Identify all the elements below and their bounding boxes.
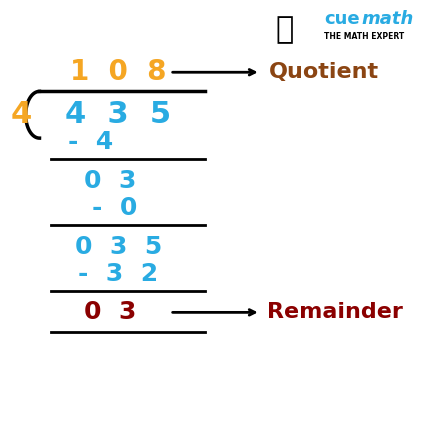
Text: -  0: - 0 (92, 196, 137, 220)
Text: cue: cue (324, 10, 360, 28)
Text: 0  3: 0 3 (84, 169, 137, 193)
Text: 0  3  5: 0 3 5 (75, 235, 162, 258)
Text: Remainder: Remainder (267, 302, 402, 323)
Text: 4  3  5: 4 3 5 (65, 100, 172, 129)
Text: 1  0  8: 1 0 8 (70, 58, 167, 86)
Text: 0  3: 0 3 (84, 300, 137, 324)
Text: THE MATH EXPERT: THE MATH EXPERT (324, 31, 404, 41)
Text: -  3  2: - 3 2 (78, 262, 159, 286)
Text: 🚀: 🚀 (275, 15, 293, 44)
Text: -  4: - 4 (68, 130, 114, 154)
Text: 4: 4 (11, 100, 32, 129)
Text: math: math (361, 10, 414, 28)
Text: Quotient: Quotient (268, 62, 379, 82)
